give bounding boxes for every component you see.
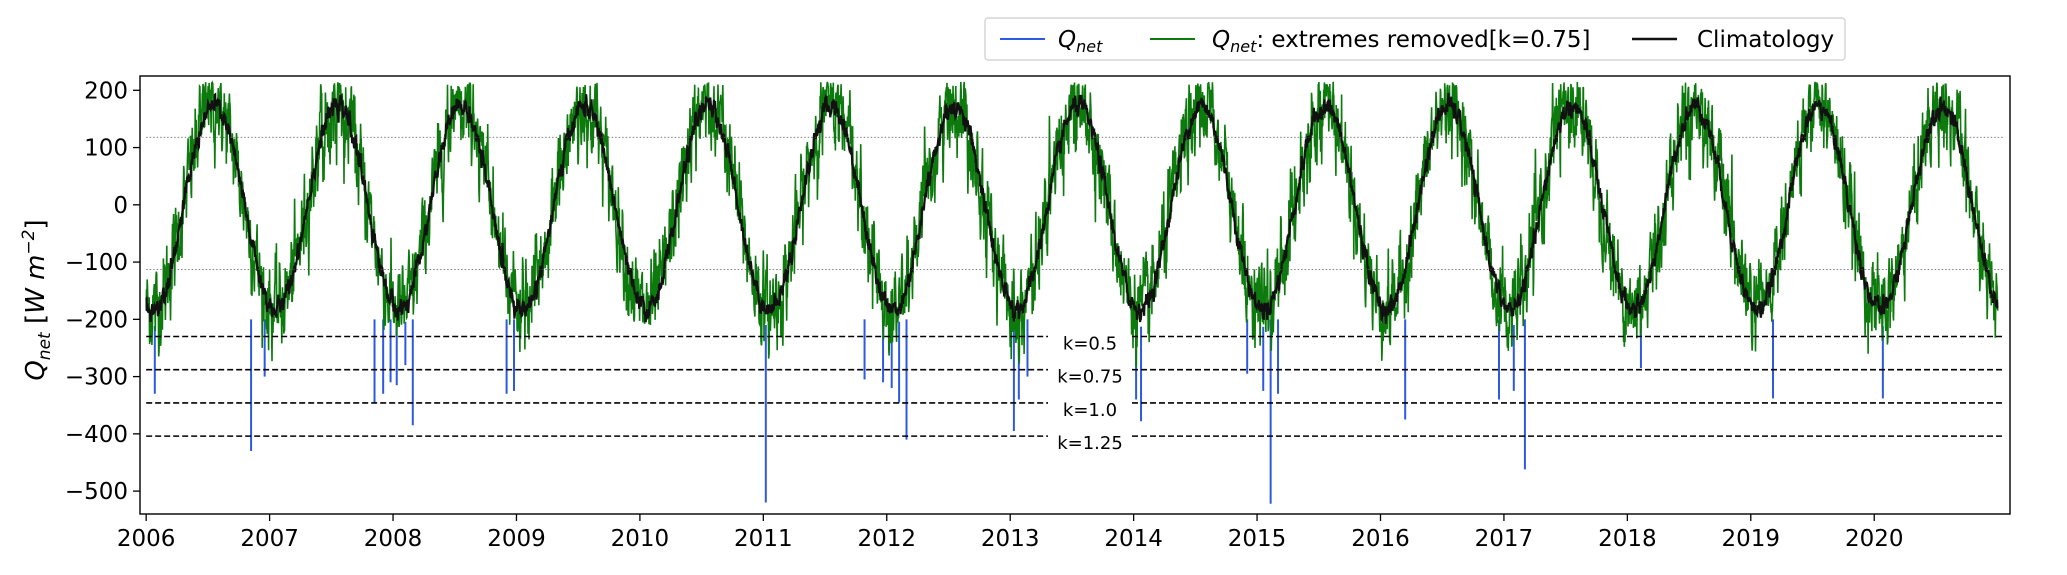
y-tick-label-4: −200: [65, 307, 128, 333]
y-tick-label-6: −400: [65, 422, 128, 448]
y-axis-label-main: Q: [21, 360, 51, 380]
plot-area: k=0.5 k=0.75 k=1.0 k=1.25: [145, 79, 2004, 504]
x-tick-label-10: 2016: [1351, 526, 1410, 552]
x-tick-label-8: 2014: [1104, 526, 1163, 552]
legend-qnet-main: Q: [1058, 27, 1076, 53]
y-tick-label-7: −500: [65, 479, 128, 505]
legend-label-climatology: Climatology: [1697, 27, 1834, 53]
axes-frame: [139, 75, 2011, 515]
legend: Qnet Qnet: extremes removed[k=0.75] Clim…: [984, 17, 1846, 61]
y-tick-label-2: 0: [113, 193, 128, 219]
x-tick-label-11: 2017: [1475, 526, 1534, 552]
threshold-label-3: k=1.25: [1057, 433, 1123, 454]
series-qnet-extremes-removed: [145, 79, 1999, 368]
legend-qnet-sub: net: [1076, 37, 1103, 56]
x-tick-label-5: 2011: [734, 526, 793, 552]
x-tick-label-6: 2012: [857, 526, 916, 552]
legend-box: [984, 17, 1846, 61]
y-axis-label: Qnet [W m−2]: [19, 219, 55, 380]
x-tick-label-2: 2008: [364, 526, 423, 552]
y-axis-label-open: [: [21, 314, 51, 332]
x-tick-label-0: 2006: [117, 526, 176, 552]
threshold-label-0: k=0.5: [1063, 334, 1117, 355]
x-tick-label-4: 2010: [611, 526, 670, 552]
y-tick-label-0: 200: [84, 78, 128, 104]
legend-qnet-removed-main: Q: [1212, 27, 1230, 53]
y-axis-label-sub: net: [35, 331, 55, 360]
threshold-label-2: k=1.0: [1063, 400, 1117, 421]
legend-label-qnet-removed: Qnet: extremes removed[k=0.75]: [1212, 27, 1590, 56]
y-axis-label-close: ]: [21, 219, 51, 229]
legend-qnet-removed-sub: net: [1230, 37, 1257, 56]
x-tick-label-12: 2018: [1598, 526, 1657, 552]
series-climatology: [145, 92, 1999, 324]
x-tick-label-7: 2013: [981, 526, 1040, 552]
x-tick-label-13: 2019: [1722, 526, 1781, 552]
legend-qnet-removed-rest: : extremes removed[k=0.75]: [1256, 27, 1590, 53]
legend-label-qnet: Qnet: [1058, 27, 1103, 56]
y-tick-label-1: 100: [84, 136, 128, 162]
y-axis-label-unit: W m: [21, 255, 51, 314]
x-tick-label-9: 2015: [1228, 526, 1287, 552]
y-axis-label-exp: −2: [19, 229, 39, 254]
threshold-label-1: k=0.75: [1057, 367, 1123, 388]
x-tick-label-1: 2007: [240, 526, 299, 552]
y-tick-label-5: −300: [65, 365, 128, 391]
x-tick-label-3: 2009: [487, 526, 546, 552]
y-tick-label-3: −100: [65, 250, 128, 276]
axes-layer: 200 100 0 −100 −200 −300 −400 −500 2006 2007 2008 2…: [65, 75, 2011, 552]
x-tick-label-14: 2020: [1845, 526, 1904, 552]
